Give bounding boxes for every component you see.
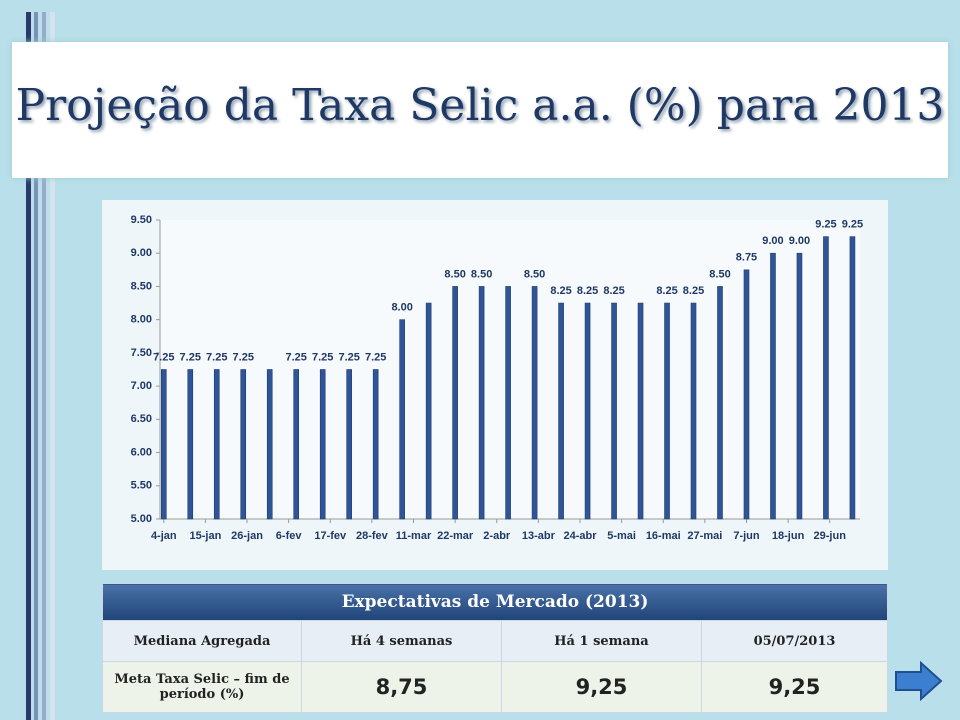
chart: 5.00 5.50 6.00 6.50 7.00 7.50 8.00 8.50 9.00 9.50… — [131, 214, 864, 542]
x-tick-label: 18-jun — [772, 530, 805, 542]
x-tick-label: 16-mai — [646, 530, 681, 542]
bar — [372, 369, 379, 520]
x-tick-label: 11-mar — [396, 530, 432, 542]
x-tick-label: 28-fev — [356, 530, 389, 542]
bar — [558, 302, 564, 520]
data-label: 8.50 — [444, 268, 465, 280]
table-title: Expectativas de Mercado (2013) — [102, 583, 888, 621]
x-tick-label: 13-abr — [522, 530, 556, 542]
table-header: Há 1 semana — [501, 620, 702, 662]
x-tick-label: 26-jan — [231, 530, 263, 542]
x-tick-label: 6-fev — [276, 530, 303, 542]
y-tick-label: 5.50 — [131, 480, 152, 492]
y-tick-label: 6.50 — [131, 413, 152, 425]
data-label: 8.50 — [709, 268, 730, 280]
data-label: 9.25 — [815, 219, 836, 231]
data-label: 8.25 — [577, 285, 598, 297]
data-label: 9.25 — [842, 219, 863, 231]
stripe — [50, 12, 55, 720]
table-header: Há 4 semanas — [301, 620, 502, 662]
bar — [452, 286, 458, 520]
chart-box: 5.00 5.50 6.00 6.50 7.00 7.50 8.00 8.50 9.00 9.50… — [102, 200, 888, 570]
bar — [584, 302, 591, 520]
bar — [717, 286, 723, 520]
stripe — [26, 12, 31, 720]
data-label: 7.25 — [153, 351, 174, 363]
y-tick-label: 7.50 — [131, 347, 152, 359]
data-label: 8.75 — [736, 252, 757, 264]
y-tick-label: 9.50 — [131, 214, 152, 226]
bar — [611, 302, 617, 520]
data-label: 7.25 — [312, 351, 333, 363]
y-tick-label: 9.00 — [131, 247, 152, 259]
cell: 9,25 — [701, 661, 888, 713]
data-label: 8.25 — [550, 285, 571, 297]
bar — [187, 369, 194, 520]
bar — [770, 252, 776, 520]
data-label: 7.25 — [365, 351, 386, 363]
data-label: 7.25 — [233, 351, 254, 363]
stripe — [42, 12, 46, 720]
table-header: 05/07/2013 — [701, 620, 888, 662]
bar — [425, 302, 432, 520]
bar — [531, 286, 538, 520]
table: Expectativas de Mercado (2013) Mediana A… — [102, 583, 888, 713]
data-label: 7.25 — [206, 351, 227, 363]
bar — [346, 369, 352, 520]
bar — [743, 269, 750, 520]
x-tick-label: 2-abr — [483, 530, 511, 542]
bar — [849, 236, 856, 520]
y-tick-label: 7.00 — [131, 380, 152, 392]
data-label: 8.00 — [391, 302, 412, 314]
bar — [796, 252, 803, 520]
data-label: 8.25 — [683, 285, 704, 297]
x-tick-label: 7-jun — [733, 530, 760, 542]
data-label: 7.25 — [338, 351, 359, 363]
x-tick-label: 24-abr — [563, 530, 597, 542]
table-header: Mediana Agregada — [102, 620, 302, 662]
data-label: 8.50 — [471, 268, 492, 280]
x-tick-label: 22-mar — [437, 530, 474, 542]
x-tick-label: 17-fev — [314, 530, 347, 542]
bar — [637, 302, 644, 520]
bar — [319, 369, 326, 520]
y-tick-label: 8.00 — [131, 314, 152, 326]
bar — [399, 319, 405, 520]
bar — [823, 236, 829, 520]
bar — [240, 369, 247, 520]
bar — [293, 369, 300, 520]
y-tick-label: 6.00 — [131, 446, 152, 458]
data-label: 8.25 — [603, 285, 624, 297]
x-tick-label: 15-jan — [190, 530, 222, 542]
bar — [690, 302, 697, 520]
data-label: 8.50 — [524, 268, 545, 280]
bar — [213, 369, 220, 520]
data-label: 9.00 — [762, 235, 783, 247]
slide-title: Projeção da Taxa Selic a.a. (%) para 201… — [15, 80, 945, 131]
data-label: 7.25 — [286, 351, 307, 363]
x-tick-label: 4-jan — [151, 530, 177, 542]
bar — [160, 369, 167, 520]
cell: 9,25 — [501, 661, 702, 713]
bar — [478, 286, 485, 520]
data-label: 7.25 — [180, 351, 201, 363]
bar — [664, 302, 670, 520]
bar — [505, 286, 511, 520]
data-label: 8.25 — [656, 285, 677, 297]
y-tick-label: 5.00 — [131, 513, 152, 525]
cell: 8,75 — [301, 661, 502, 713]
x-tick-label: 29-jun — [814, 530, 847, 542]
next-arrow[interactable] — [893, 660, 945, 704]
data-label: 9.00 — [789, 235, 810, 247]
y-tick-label: 8.50 — [131, 280, 152, 292]
header-band: Projeção da Taxa Selic a.a. (%) para 201… — [12, 42, 948, 178]
x-tick-label: 27-mai — [687, 530, 722, 542]
row-label: Meta Taxa Selic – fim de período (%) — [102, 661, 302, 713]
bar — [266, 369, 273, 520]
stripe — [34, 12, 38, 720]
x-tick-label: 5-mai — [607, 530, 636, 542]
